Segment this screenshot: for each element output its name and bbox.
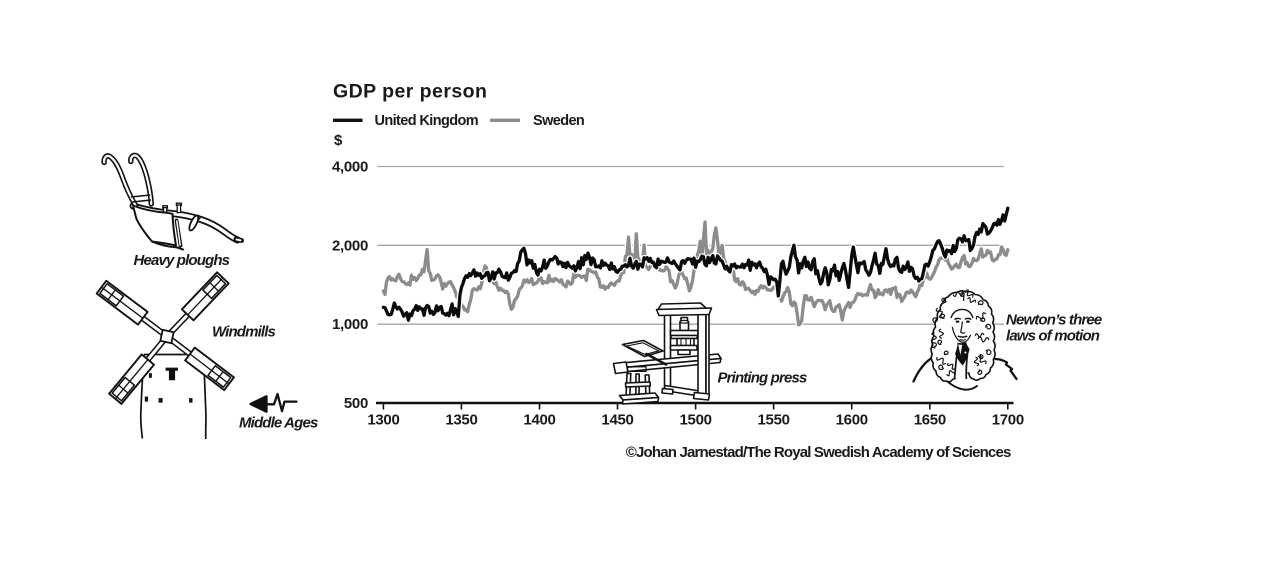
svg-text:1500: 1500 (680, 412, 712, 429)
svg-text:Middle Ages: Middle Ages (239, 415, 318, 432)
svg-text:2,000: 2,000 (332, 237, 368, 254)
svg-text:500: 500 (344, 395, 368, 412)
svg-text:Sweden: Sweden (533, 113, 584, 129)
svg-text:$: $ (334, 132, 343, 149)
svg-text:laws of motion: laws of motion (1006, 328, 1100, 345)
svg-text:1350: 1350 (445, 412, 477, 429)
svg-text:1650: 1650 (914, 412, 946, 429)
svg-text:1300: 1300 (367, 412, 399, 429)
svg-text:©Johan Jarnestad/The Royal Swe: ©Johan Jarnestad/The Royal Swedish Acade… (626, 444, 1011, 461)
svg-text:Heavy ploughs: Heavy ploughs (134, 252, 230, 269)
svg-text:1700: 1700 (992, 412, 1024, 429)
svg-text:Newton’s three: Newton’s three (1006, 312, 1102, 329)
svg-text:1450: 1450 (601, 412, 633, 429)
svg-text:Windmills: Windmills (212, 324, 276, 341)
svg-text:4,000: 4,000 (332, 159, 368, 176)
svg-text:1550: 1550 (758, 412, 790, 429)
svg-text:Printing press: Printing press (718, 370, 807, 387)
svg-text:1400: 1400 (523, 412, 555, 429)
svg-text:United Kingdom: United Kingdom (375, 113, 479, 129)
svg-text:GDP per person: GDP per person (333, 81, 487, 103)
svg-text:1,000: 1,000 (332, 316, 368, 333)
svg-text:1600: 1600 (836, 412, 868, 429)
